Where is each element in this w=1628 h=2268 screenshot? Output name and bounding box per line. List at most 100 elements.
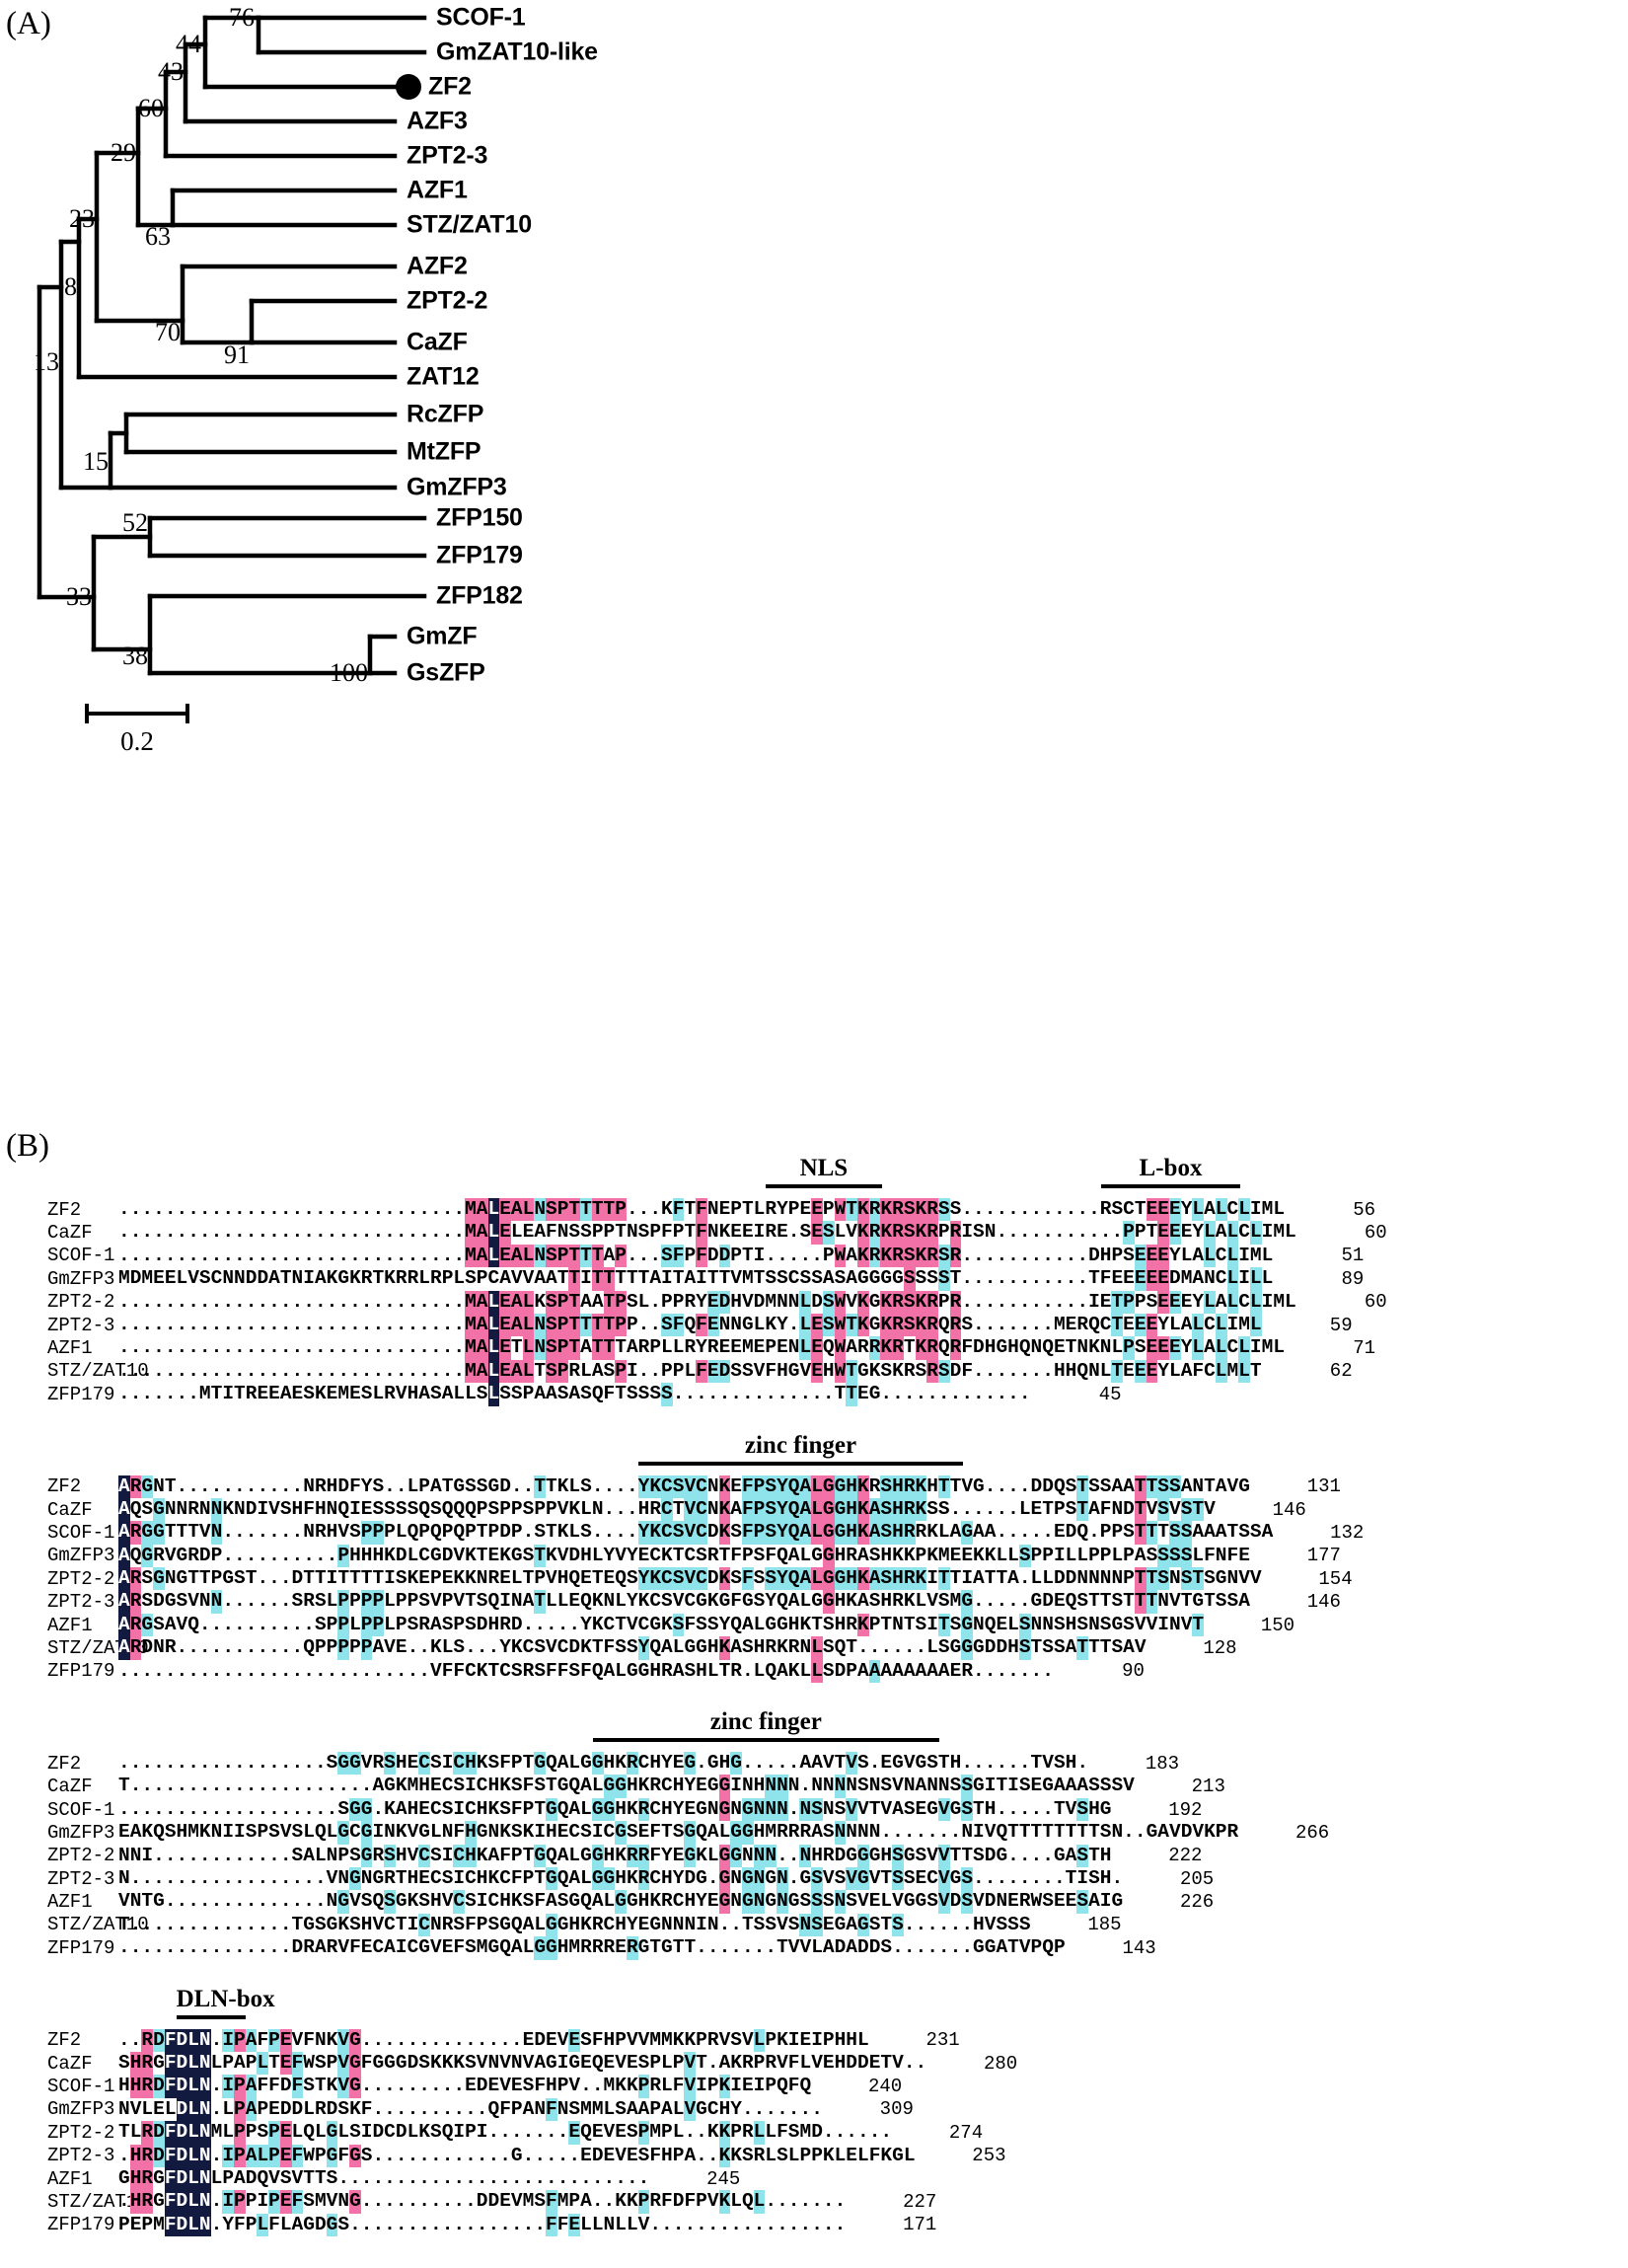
tree-tip-zfp182: ZFP182	[436, 581, 523, 610]
alignment-row: AZF1 VNTG..............NGVSQSGKSHVCSICHKS…	[0, 1890, 1628, 1914]
alignment-residue-number: 150	[1260, 1614, 1295, 1636]
tree-tip-azf3: AZF3	[407, 107, 468, 135]
alignment-sequence-name: AZF1	[47, 1337, 93, 1360]
alignment-sequence: ..................SGGVRSHECSICHKSFPTGQAL…	[118, 1752, 1089, 1776]
alignment-residue-number: 60	[1364, 1291, 1387, 1314]
tree-tip-azf2: AZF2	[407, 252, 468, 280]
alignment-sequence: T.....................AGKMHECSICHKSFSTGQ…	[118, 1775, 1135, 1798]
alignment-residue-number: 62	[1329, 1360, 1353, 1383]
bootstrap-43: 43	[158, 57, 184, 86]
alignment-sequence-name: ZPT2-2	[47, 1567, 115, 1590]
alignment-sequence: .HRDFDLN.IPALPEFWPGFGS............G.....…	[118, 2144, 916, 2167]
scale-bar-label: 0.2	[120, 726, 154, 756]
alignment-residue-number: 177	[1306, 1545, 1341, 1567]
alignment-residue-number: 90	[1122, 1660, 1145, 1683]
alignment-residue-number: 89	[1341, 1267, 1365, 1290]
tree-tip-zpt2-2: ZPT2-2	[407, 286, 488, 315]
alignment-residue-number: 280	[984, 2052, 1018, 2075]
alignment-row: ZPT2-3 ..............................MALE…	[0, 1313, 1628, 1337]
tree-tip-zfp150: ZFP150	[436, 503, 523, 532]
alignment-sequence-name: GmZFP3	[47, 2098, 115, 2121]
alignment-sequence-name: STZ/ZAT10	[47, 1636, 149, 1659]
alignment-sequence-name: CaZF	[47, 1776, 93, 1798]
motif-nls: NLS	[766, 1155, 882, 1188]
alignment-sequence: N.................VNGNGRTHECSICHKCFPTGQA…	[118, 1866, 1124, 1891]
tree-tip-gmzfp3: GmZFP3	[407, 473, 507, 501]
tree-tip-zpt2-3: ZPT2-3	[407, 141, 488, 170]
motif-dln-box: DLN-box	[176, 1986, 275, 2019]
tree-tip-azf1: AZF1	[407, 176, 468, 204]
alignment-sequence-name: AZF1	[47, 1891, 93, 1914]
alignment-sequence-name: ZF2	[47, 1752, 82, 1775]
bootstrap-8: 8	[64, 272, 77, 301]
tree-tip-zat12: ZAT12	[407, 362, 480, 391]
bootstrap-76: 76	[229, 3, 255, 32]
alignment-sequence: ...........................VFFCKTCSRSFFS…	[118, 1659, 1054, 1684]
alignment-sequence: ARGSAVQ..........SPPLPPLPSRASPSDHRD.....…	[118, 1613, 1205, 1637]
alignment-residue-number: 245	[706, 2167, 741, 2190]
tree-tip-scof-1: SCOF-1	[436, 3, 526, 32]
alignment-residue-number: 71	[1353, 1337, 1376, 1360]
tree-branches-svg	[37, 15, 427, 723]
alignment-residue-number: 132	[1330, 1521, 1365, 1544]
zf2-highlight-circle-icon	[396, 74, 421, 100]
motif-annotation-row: zinc finger	[0, 1708, 1628, 1752]
alignment-sequence-name: ZPT2-3	[47, 1591, 115, 1614]
alignment-sequence: ..............................MALEALNSPT…	[118, 1313, 1262, 1337]
alignment-sequence-name: STZ/ZAT10	[47, 1914, 149, 1936]
alignment-sequence: T..............TGSGKSHVCTICNRSFPSGQALGGH…	[118, 1913, 1031, 1937]
alignment-residue-number: 128	[1203, 1636, 1237, 1659]
alignment-row: ZF2 ..................SGGVRSHECSICHKSFPTG…	[0, 1752, 1628, 1776]
alignment-row: GmZFP3 MDMEELVSCNNDDATNIAKGKRTKRRLRPLSPCA…	[0, 1267, 1628, 1291]
alignment-sequence: ..RDFDLN.IPAFPEVFNKVG..............EDEVE…	[118, 2028, 869, 2052]
alignment-residue-number: 240	[867, 2076, 903, 2098]
alignment-sequence-name: AZF1	[47, 1614, 93, 1636]
alignment-sequence: SHRGFDLNLPAPLTEFWSPVGFGGGDSKKKSVNVNVAGIG…	[118, 2051, 927, 2076]
bootstrap-38: 38	[122, 642, 148, 670]
alignment-row: CaZF ..............................MALELE…	[0, 1221, 1628, 1245]
alignment-residue-number: 192	[1168, 1798, 1203, 1821]
alignment-residue-number: 45	[1098, 1383, 1122, 1405]
alignment-row: ZPT2-3 ARSDGSVNN......SRSLPPPPLPPSVPVTSQI…	[0, 1590, 1628, 1614]
motif-annotation-row: zinc finger	[0, 1432, 1628, 1475]
alignment-sequence-name: ZPT2-3	[47, 1867, 115, 1890]
scale-bar	[85, 704, 189, 723]
alignment-row: GmZFP3 AQGRVGRDP..........PHHHKDLCGDVKTEK…	[0, 1544, 1628, 1568]
alignment-residue-number: 60	[1364, 1222, 1387, 1245]
tree-tip-cazf: CaZF	[407, 328, 468, 356]
motif-underline	[638, 1461, 963, 1466]
alignment-sequence-name: CaZF	[47, 1498, 93, 1521]
alignment-row: ZFP179 PEPMFDLN.YFPLFLAGDGS..............…	[0, 2213, 1628, 2237]
alignment-sequence: MDMEELVSCNNDDATNIAKGKRTKRRLRPLSPCAVVAATT…	[118, 1267, 1274, 1291]
motif-label: zinc finger	[709, 1708, 822, 1736]
tree-tip-stz-zat10: STZ/ZAT10	[407, 210, 532, 239]
tree-tip-gszfp: GsZFP	[407, 658, 485, 687]
alignment-residue-number: 131	[1306, 1475, 1341, 1498]
alignment-sequence: ARSGNGTTPGST...DTTITTTTISKEPEKKNRELTPVHQ…	[118, 1567, 1262, 1591]
bootstrap-100: 100	[330, 658, 368, 687]
motif-underline	[176, 2014, 246, 2019]
alignment-row: SCOF-1 ARGGTTTVN.......NRHVSPPPLQPQPQPTPD…	[0, 1521, 1628, 1545]
alignment-sequence: ...................SGG.KAHECSICHKSFPTGQA…	[118, 1797, 1112, 1822]
alignment-sequence-name: SCOF-1	[47, 1798, 115, 1821]
motif-label: L-box	[1139, 1155, 1203, 1181]
alignment-sequence: ARGGTTTVN.......NRHVSPPPLQPQPQPTPDP.STKL…	[118, 1521, 1274, 1545]
alignment-sequence-name: ZFP179	[47, 2214, 115, 2236]
alignment-row: CaZF AQSGNNRNNKNDIVSHFHNQIESSSSQSQQQPSPPS…	[0, 1497, 1628, 1522]
alignment-sequence-name: ZPT2-3	[47, 1314, 115, 1336]
bootstrap-52: 52	[122, 508, 148, 537]
alignment-residue-number: 146	[1272, 1498, 1306, 1521]
sequence-alignment-panel: (B) NLS L-box ZF2.........................…	[0, 1128, 1628, 2262]
alignment-row: ZPT2-3 N.................VNGNGRTHECSICHKC…	[0, 1866, 1628, 1891]
tree-tip-mtzfp: MtZFP	[407, 437, 481, 466]
alignment-residue-number: 146	[1306, 1591, 1341, 1614]
alignment-residue-number: 143	[1122, 1936, 1156, 1959]
bootstrap-23: 23	[69, 204, 95, 233]
alignment-row: AZF1 ARGSAVQ..........SPPLPPLPSRASPSDHRD.…	[0, 1613, 1628, 1637]
alignment-sequence: AQGRVGRDP..........PHHHKDLCGDVKTEKGSTKVD…	[118, 1544, 1250, 1568]
alignment-sequence-name: ZPT2-3	[47, 2145, 115, 2167]
bootstrap-15: 15	[83, 447, 109, 476]
alignment-sequence: ..............................MALEALNSPT…	[118, 1198, 1286, 1222]
panel-a-label: (A)	[6, 6, 51, 41]
alignment-sequence-name: GmZFP3	[47, 1821, 115, 1844]
